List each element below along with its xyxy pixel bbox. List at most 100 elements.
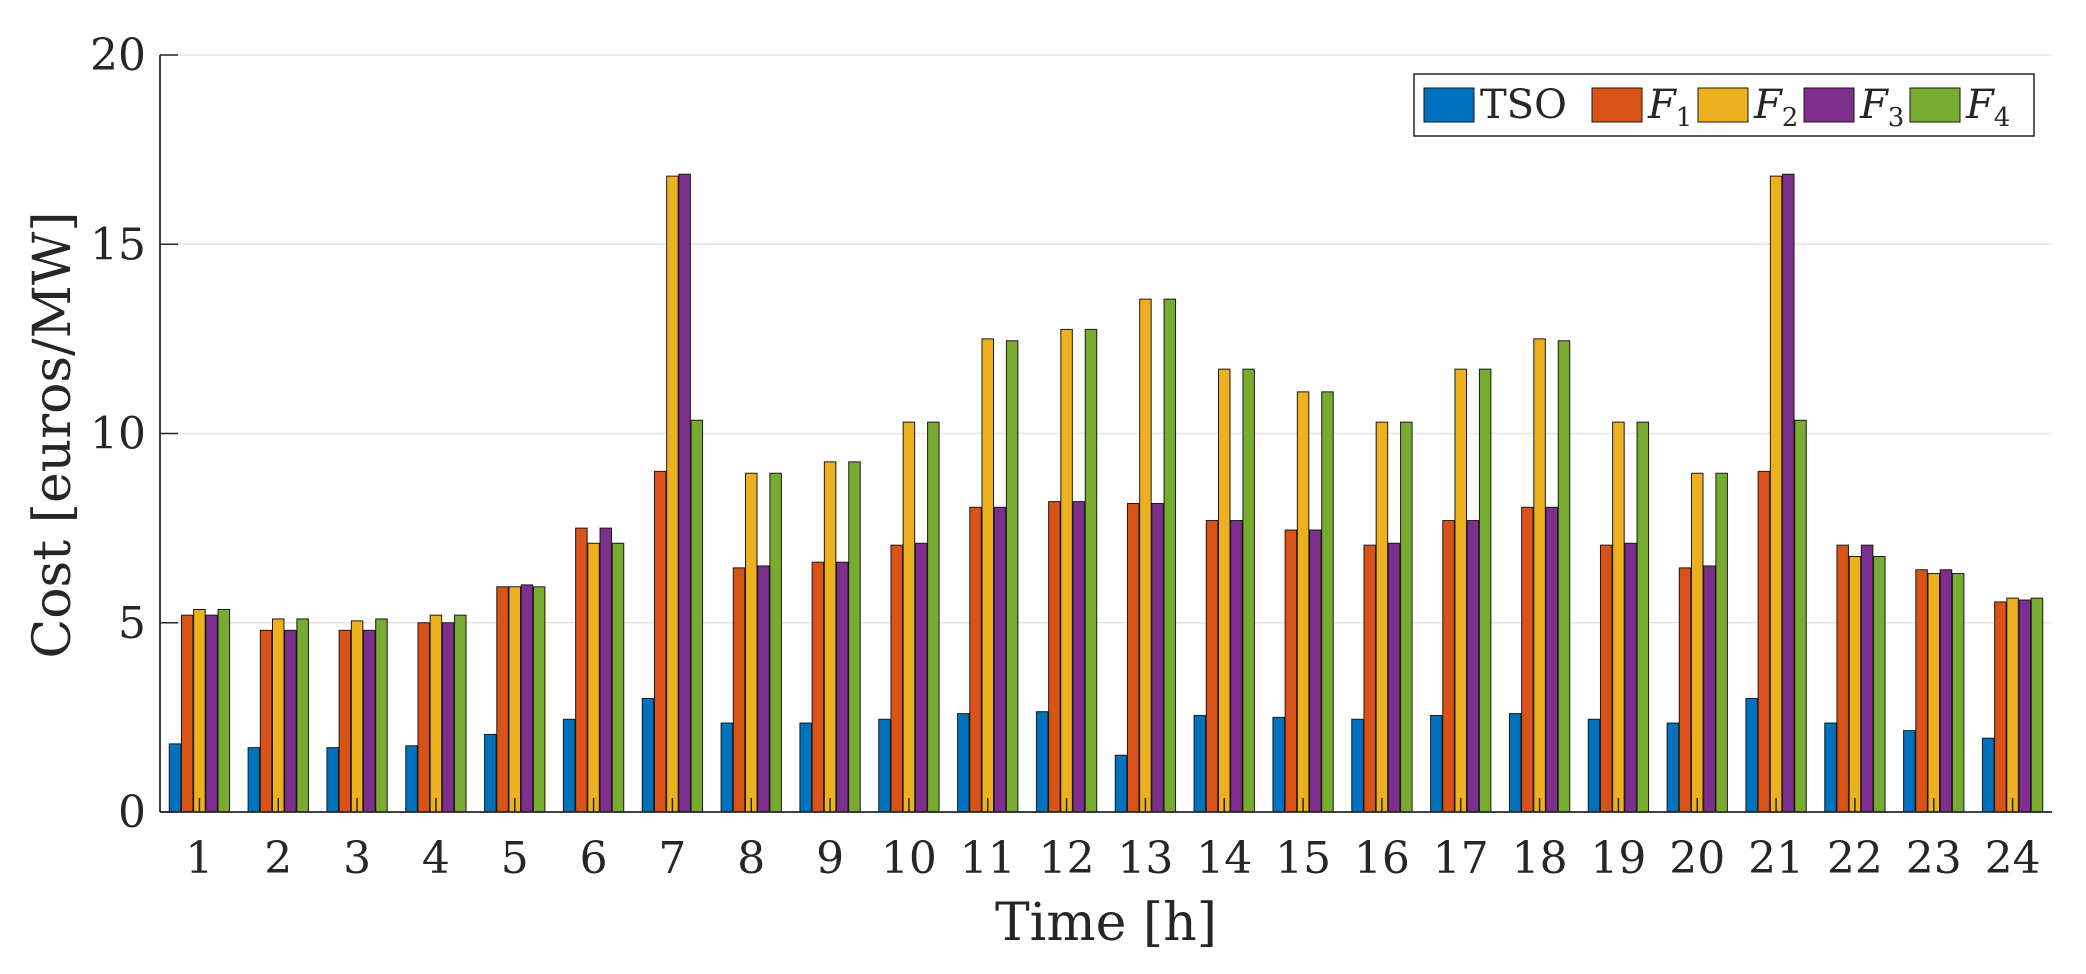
x-tick-label: 19 xyxy=(1590,833,1646,884)
x-tick-label: 17 xyxy=(1433,833,1489,884)
x-tick-label: 1 xyxy=(185,833,213,884)
bar-TSO-14 xyxy=(1193,714,1207,813)
bar-F1-5 xyxy=(496,586,509,813)
legend-swatch-TSO xyxy=(1423,87,1475,123)
bar-F2-8 xyxy=(745,472,758,813)
bar-F4-16 xyxy=(1400,421,1413,813)
x-tick-label: 21 xyxy=(1748,833,1804,884)
bar-F2-14 xyxy=(1218,368,1231,813)
bar-F3-21 xyxy=(1782,173,1795,813)
y-tick-label: 10 xyxy=(90,409,146,460)
bars xyxy=(168,173,2044,813)
x-tick-label: 22 xyxy=(1827,833,1883,884)
bar-F3-2 xyxy=(284,629,297,813)
bar-F4-4 xyxy=(454,614,467,813)
bar-F4-7 xyxy=(690,419,704,813)
y-tick-label: 20 xyxy=(90,30,146,81)
bar-TSO-21 xyxy=(1745,697,1758,813)
bar-F3-24 xyxy=(2018,599,2032,813)
x-tick-label: 15 xyxy=(1275,833,1331,884)
bar-F4-20 xyxy=(1715,472,1728,813)
bar-F1-6 xyxy=(575,527,588,813)
bar-F2-10 xyxy=(902,421,916,813)
x-tick-label: 12 xyxy=(1039,833,1095,884)
bar-F4-17 xyxy=(1478,368,1492,813)
bar-F3-10 xyxy=(914,542,928,813)
legend-swatch-F1 xyxy=(1591,87,1643,123)
bar-F4-12 xyxy=(1084,328,1098,813)
bar-F1-12 xyxy=(1048,501,1061,813)
bar-TSO-4 xyxy=(405,745,418,813)
bar-F1-10 xyxy=(890,544,903,813)
y-tick-label: 0 xyxy=(118,787,146,838)
bar-F3-18 xyxy=(1545,506,1559,813)
x-tick-label: 9 xyxy=(816,833,844,884)
axes xyxy=(159,54,2052,813)
bar-TSO-8 xyxy=(720,722,734,813)
bar-F4-8 xyxy=(769,472,782,813)
bar-F3-17 xyxy=(1466,520,1480,813)
bar-F4-5 xyxy=(532,586,546,813)
bar-F2-24 xyxy=(2006,597,2019,813)
x-tick-label: 3 xyxy=(343,833,371,884)
bar-F4-14 xyxy=(1242,368,1255,813)
bar-TSO-23 xyxy=(1903,730,1916,813)
bar-F2-19 xyxy=(1612,421,1625,813)
bar-F2-4 xyxy=(429,614,443,813)
x-tick-label: 11 xyxy=(960,833,1016,884)
bar-F1-20 xyxy=(1678,567,1692,813)
bar-F1-21 xyxy=(1757,470,1771,813)
bar-F1-8 xyxy=(732,567,746,813)
bar-F4-10 xyxy=(927,421,940,813)
bar-F3-6 xyxy=(599,527,613,813)
bar-F4-21 xyxy=(1794,419,1807,813)
bar-TSO-13 xyxy=(1114,754,1128,813)
legend: TSO F1 F2 F3 F4 xyxy=(1413,73,2035,137)
bar-F3-5 xyxy=(520,584,534,813)
bar-F3-3 xyxy=(363,629,376,813)
bar-F3-15 xyxy=(1309,529,1322,813)
x-tick-label: 16 xyxy=(1354,833,1410,884)
bar-F4-15 xyxy=(1321,391,1334,813)
bar-F2-23 xyxy=(1927,573,1940,813)
bar-TSO-12 xyxy=(1035,711,1049,813)
bar-TSO-22 xyxy=(1824,722,1837,813)
y-axis-title: Cost [euros/MW] xyxy=(23,211,83,658)
bar-F2-5 xyxy=(508,586,521,813)
legend-label-TSO: TSO xyxy=(1480,82,1567,128)
bar-F4-19 xyxy=(1636,421,1650,813)
bar-TSO-24 xyxy=(1981,737,1995,813)
x-tick-label: 13 xyxy=(1117,833,1173,884)
bar-TSO-17 xyxy=(1430,714,1443,813)
bar-F1-24 xyxy=(1994,601,2007,813)
bar-F3-23 xyxy=(1939,569,1953,813)
bar-TSO-1 xyxy=(168,743,182,813)
bar-F1-23 xyxy=(1915,569,1928,813)
bar-F1-1 xyxy=(180,614,194,813)
bar-F3-11 xyxy=(993,506,1007,813)
bar-F2-20 xyxy=(1691,472,1704,813)
bar-F3-20 xyxy=(1703,565,1716,813)
bar-F1-15 xyxy=(1284,529,1298,813)
bar-F3-9 xyxy=(836,561,849,813)
x-tick-label: 18 xyxy=(1512,833,1568,884)
bar-F1-19 xyxy=(1599,544,1613,813)
bar-F2-9 xyxy=(823,461,837,813)
bar-F3-14 xyxy=(1230,520,1243,813)
bar-F3-1 xyxy=(205,614,218,813)
legend-label-F4: F4 xyxy=(1965,82,2010,133)
bar-F1-18 xyxy=(1521,506,1534,813)
x-tick-label: 14 xyxy=(1196,833,1252,884)
bar-F3-13 xyxy=(1151,503,1164,813)
bar-F1-9 xyxy=(811,561,825,813)
bar-F1-17 xyxy=(1442,520,1455,813)
bar-F4-1 xyxy=(217,609,231,813)
bar-TSO-3 xyxy=(326,747,339,813)
bar-F2-7 xyxy=(666,175,679,813)
legend-label-F2: F2 xyxy=(1753,82,1798,133)
bar-F3-19 xyxy=(1624,542,1637,813)
bar-F4-13 xyxy=(1163,298,1177,813)
bar-F1-13 xyxy=(1126,503,1140,813)
legend-swatch-F3 xyxy=(1803,87,1855,123)
bar-F1-14 xyxy=(1205,520,1219,813)
